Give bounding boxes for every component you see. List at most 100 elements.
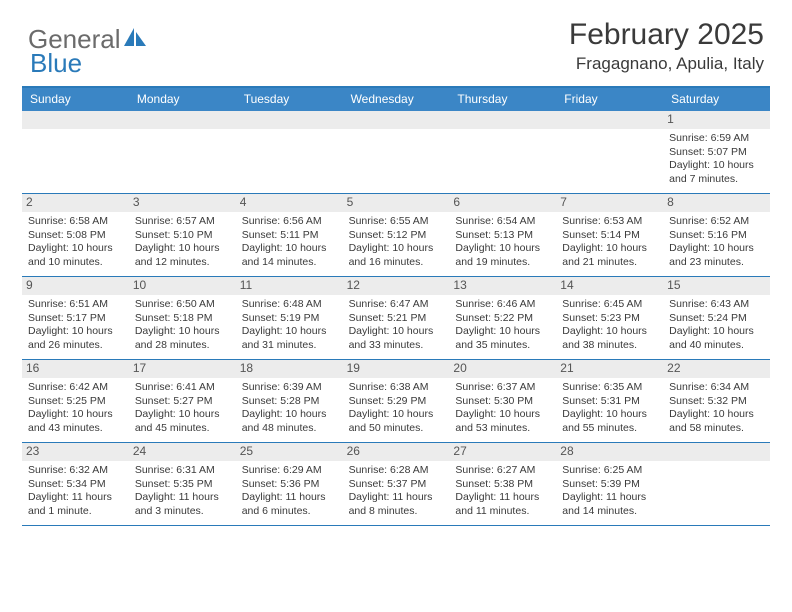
daylight-line: Daylight: 11 hours and 1 minute. [28,491,123,518]
sunset-line: Sunset: 5:16 PM [669,229,764,242]
weekday-mon: Monday [129,88,236,111]
day-number: 21 [556,360,663,378]
sunset-line: Sunset: 5:12 PM [349,229,444,242]
header: General February 2025 Fragagnano, Apulia… [0,0,792,82]
day-number: 13 [449,277,556,295]
sunset-line: Sunset: 5:25 PM [28,395,123,408]
title-block: February 2025 Fragagnano, Apulia, Italy [569,18,764,74]
sunrise-line: Sunrise: 6:25 AM [562,464,657,477]
day-cell: 18 Sunrise: 6:39 AMSunset: 5:28 PMDayligh… [236,360,343,442]
sunset-line: Sunset: 5:28 PM [242,395,337,408]
day-number [663,443,770,461]
daylight-line: Daylight: 10 hours and 53 minutes. [455,408,550,435]
logo-sail-icon [122,26,148,53]
sunrise-line: Sunrise: 6:48 AM [242,298,337,311]
day-number [129,111,236,129]
day-cell: 8Sunrise: 6:52 AMSunset: 5:16 PMDaylight… [663,194,770,276]
sunrise-line: Sunrise: 6:42 AM [28,381,123,394]
sunrise-line: Sunrise: 6:29 AM [242,464,337,477]
day-number: 1 [663,111,770,129]
day-cell: 24Sunrise: 6:31 AMSunset: 5:35 PMDayligh… [129,443,236,525]
day-number: 27 [449,443,556,461]
day-number: 18 [236,360,343,378]
daylight-line: Daylight: 10 hours and 31 minutes. [242,325,337,352]
day-number: 20 [449,360,556,378]
day-number: 11 [236,277,343,295]
day-number: 16 [22,360,129,378]
day-cell: 21Sunrise: 6:35 AMSunset: 5:31 PMDayligh… [556,360,663,442]
day-number: 4 [236,194,343,212]
sunset-line: Sunset: 5:32 PM [669,395,764,408]
daylight-line: Daylight: 10 hours and 26 minutes. [28,325,123,352]
day-cell [343,111,450,193]
sunrise-line: Sunrise: 6:50 AM [135,298,230,311]
weekday-sat: Saturday [663,88,770,111]
day-cell: 15Sunrise: 6:43 AMSunset: 5:24 PMDayligh… [663,277,770,359]
daylight-line: Daylight: 11 hours and 11 minutes. [455,491,550,518]
day-cell: 3Sunrise: 6:57 AMSunset: 5:10 PMDaylight… [129,194,236,276]
sunrise-line: Sunrise: 6:32 AM [28,464,123,477]
weekday-header-row: Sunday Monday Tuesday Wednesday Thursday… [22,88,770,111]
day-cell: 9Sunrise: 6:51 AMSunset: 5:17 PMDaylight… [22,277,129,359]
day-cell: 2Sunrise: 6:58 AMSunset: 5:08 PMDaylight… [22,194,129,276]
logo-word-blue-wrap: Blue [30,48,82,79]
sunset-line: Sunset: 5:29 PM [349,395,444,408]
day-number [22,111,129,129]
sunset-line: Sunset: 5:27 PM [135,395,230,408]
day-number: 24 [129,443,236,461]
sunset-line: Sunset: 5:19 PM [242,312,337,325]
sunset-line: Sunset: 5:11 PM [242,229,337,242]
sunrise-line: Sunrise: 6:55 AM [349,215,444,228]
day-number: 7 [556,194,663,212]
sunset-line: Sunset: 5:08 PM [28,229,123,242]
day-cell [129,111,236,193]
day-number: 5 [343,194,450,212]
daylight-line: Daylight: 10 hours and 38 minutes. [562,325,657,352]
daylight-line: Daylight: 10 hours and 14 minutes. [242,242,337,269]
sunrise-line: Sunrise: 6:58 AM [28,215,123,228]
weekday-wed: Wednesday [343,88,450,111]
daylight-line: Daylight: 10 hours and 48 minutes. [242,408,337,435]
sunset-line: Sunset: 5:21 PM [349,312,444,325]
week-row: 23Sunrise: 6:32 AMSunset: 5:34 PMDayligh… [22,443,770,526]
day-number: 28 [556,443,663,461]
daylight-line: Daylight: 10 hours and 33 minutes. [349,325,444,352]
sunrise-line: Sunrise: 6:45 AM [562,298,657,311]
sunset-line: Sunset: 5:14 PM [562,229,657,242]
sunset-line: Sunset: 5:22 PM [455,312,550,325]
weekday-sun: Sunday [22,88,129,111]
sunset-line: Sunset: 5:38 PM [455,478,550,491]
daylight-line: Daylight: 10 hours and 55 minutes. [562,408,657,435]
daylight-line: Daylight: 10 hours and 7 minutes. [669,159,764,186]
day-cell: 4Sunrise: 6:56 AMSunset: 5:11 PMDaylight… [236,194,343,276]
sunrise-line: Sunrise: 6:31 AM [135,464,230,477]
sunset-line: Sunset: 5:30 PM [455,395,550,408]
day-cell: 12 Sunrise: 6:47 AMSunset: 5:21 PMDayligh… [343,277,450,359]
day-cell: 14Sunrise: 6:45 AMSunset: 5:23 PMDayligh… [556,277,663,359]
sunset-line: Sunset: 5:31 PM [562,395,657,408]
daylight-line: Daylight: 10 hours and 12 minutes. [135,242,230,269]
day-cell: 27Sunrise: 6:27 AMSunset: 5:38 PMDayligh… [449,443,556,525]
day-cell: 22Sunrise: 6:34 AMSunset: 5:32 PMDayligh… [663,360,770,442]
sunrise-line: Sunrise: 6:54 AM [455,215,550,228]
day-number: 12 [343,277,450,295]
day-cell: 6Sunrise: 6:54 AMSunset: 5:13 PMDaylight… [449,194,556,276]
sunrise-line: Sunrise: 6:47 AM [349,298,444,311]
daylight-line: Daylight: 10 hours and 40 minutes. [669,325,764,352]
day-cell [449,111,556,193]
day-cell: 26Sunrise: 6:28 AMSunset: 5:37 PMDayligh… [343,443,450,525]
day-cell [236,111,343,193]
sunrise-line: Sunrise: 6:52 AM [669,215,764,228]
page-subtitle: Fragagnano, Apulia, Italy [569,54,764,74]
day-cell [663,443,770,525]
sunset-line: Sunset: 5:10 PM [135,229,230,242]
sunset-line: Sunset: 5:37 PM [349,478,444,491]
sunset-line: Sunset: 5:23 PM [562,312,657,325]
logo-word-blue: Blue [30,48,82,78]
day-number [556,111,663,129]
daylight-line: Daylight: 11 hours and 14 minutes. [562,491,657,518]
sunrise-line: Sunrise: 6:34 AM [669,381,764,394]
daylight-line: Daylight: 10 hours and 10 minutes. [28,242,123,269]
sunrise-line: Sunrise: 6:39 AM [242,381,337,394]
page-title: February 2025 [569,18,764,52]
